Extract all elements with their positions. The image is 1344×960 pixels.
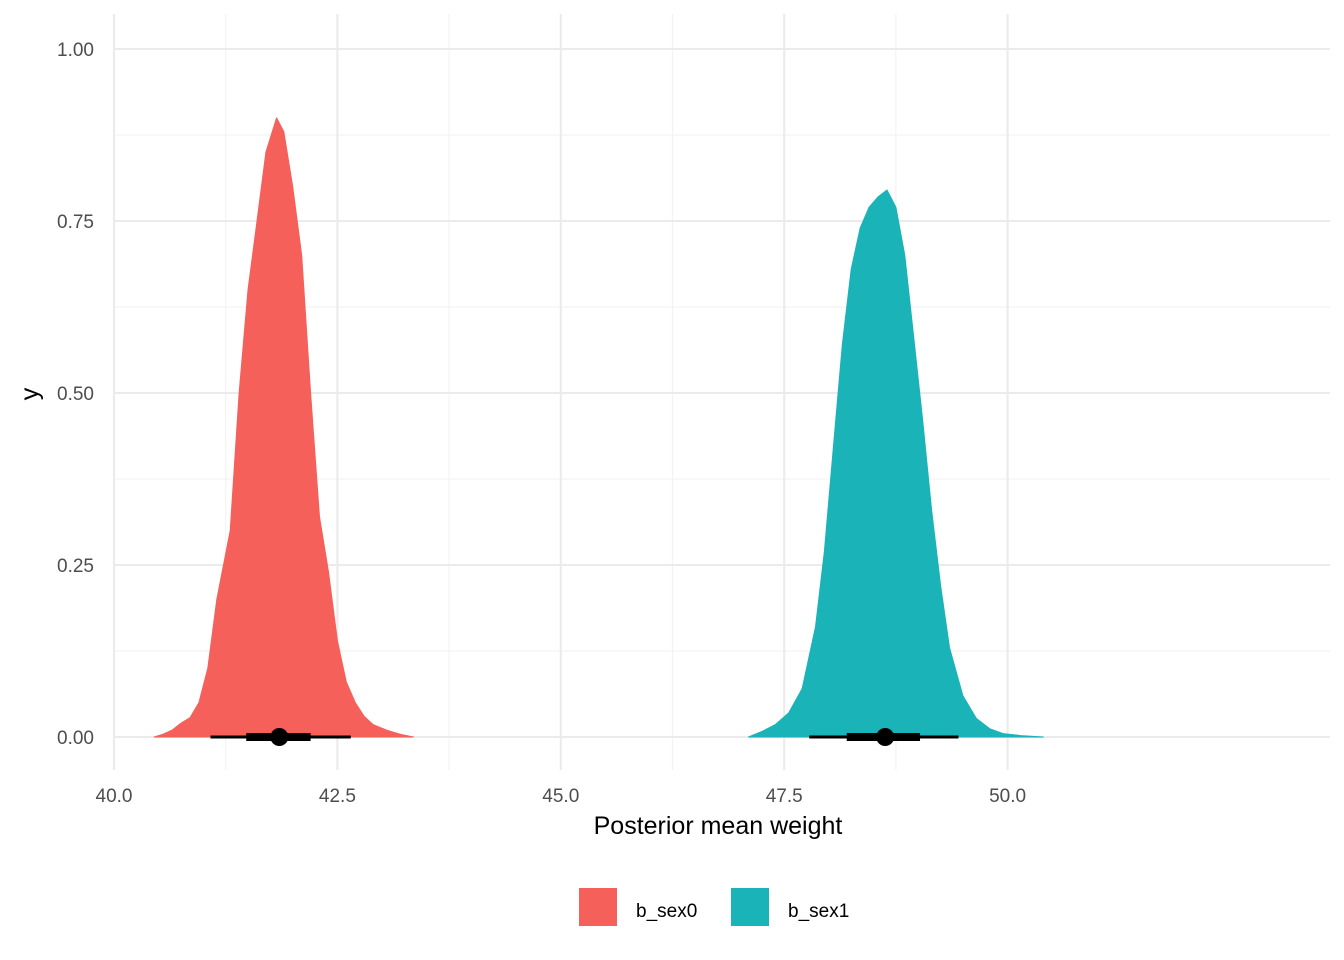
x-axis-title: Posterior mean weight [594,812,843,840]
x-axis-ticks: 40.0 42.5 45.0 47.5 50.0 [96,786,1027,807]
x-tick-label: 45.0 [542,786,579,807]
grid-lines [112,14,1330,770]
density-b_sex1 [748,189,1044,738]
legend-label-b_sex1: b_sex1 [788,901,849,922]
y-axis-ticks: 0.00 0.25 0.50 0.75 1.00 [57,40,94,749]
legend: b_sex0 b_sex1 [579,888,849,926]
y-tick-label: 0.25 [57,556,94,577]
legend-key-b_sex0 [579,888,617,926]
y-tick-label: 0.50 [57,384,94,405]
x-tick-label: 42.5 [319,786,356,807]
y-tick-label: 1.00 [57,40,94,61]
density-areas [153,117,1044,738]
point-estimate-b_sex1 [876,728,895,746]
legend-label-b_sex0: b_sex0 [636,901,697,922]
y-tick-label: 0.75 [57,212,94,233]
point-intervals [210,728,959,746]
density-b_sex0 [153,117,414,738]
x-tick-label: 40.0 [96,786,133,807]
y-axis-title: y [16,387,44,400]
legend-key-b_sex1 [731,888,769,926]
y-tick-label: 0.00 [57,728,94,749]
x-tick-label: 47.5 [766,786,803,807]
point-estimate-b_sex0 [270,728,289,746]
x-tick-label: 50.0 [989,786,1026,807]
